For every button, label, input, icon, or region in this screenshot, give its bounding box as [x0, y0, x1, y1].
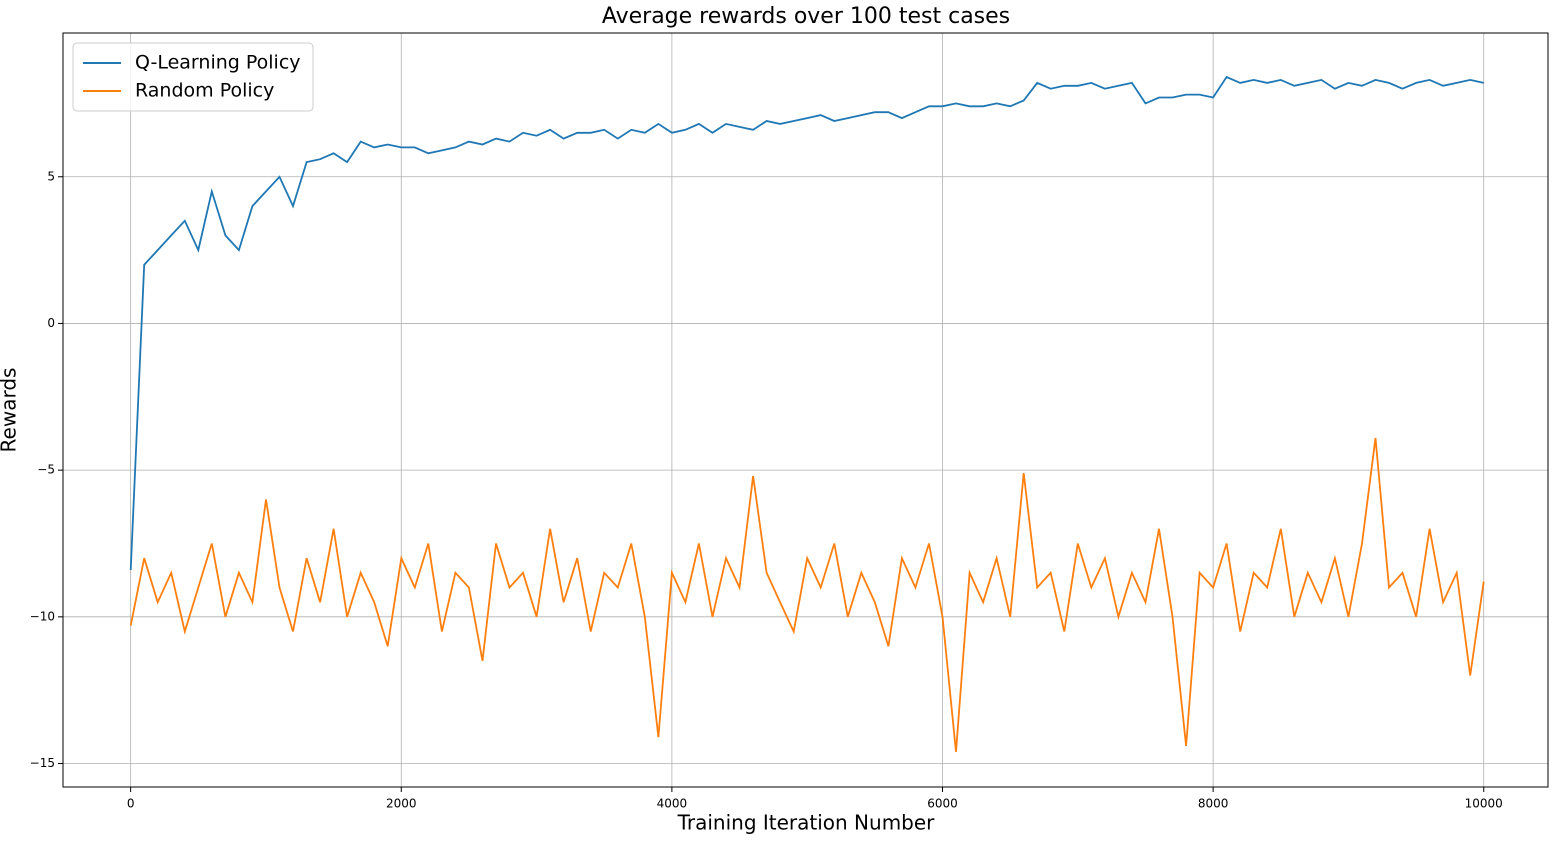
- x-tick-label: 0: [127, 797, 135, 811]
- y-tick-label: 5: [47, 169, 55, 183]
- x-tick-label: 10000: [1465, 797, 1503, 811]
- x-tick-label: 6000: [927, 797, 958, 811]
- chart-title: Average rewards over 100 test cases: [602, 4, 1010, 29]
- x-tick-label: 2000: [386, 797, 417, 811]
- y-axis-label: Rewards: [0, 368, 21, 453]
- legend: Q-Learning Policy Random Policy: [72, 42, 314, 112]
- series-line: [129, 437, 1485, 752]
- x-axis-label: Training Iteration Number: [677, 811, 936, 835]
- y-tick-label: −10: [30, 609, 55, 623]
- y-tick-label: 0: [47, 316, 55, 330]
- legend-box: [72, 42, 314, 112]
- series-line: [129, 75, 1484, 570]
- y-tick-label: −15: [30, 756, 55, 770]
- x-tick-label: 4000: [657, 797, 688, 811]
- plot-frame: [62, 32, 1549, 788]
- legend-label: Q-Learning Policy: [135, 52, 301, 74]
- y-tick-label: −5: [37, 463, 55, 477]
- x-tick-label: 8000: [1198, 797, 1229, 811]
- legend-label: Random Policy: [135, 80, 274, 102]
